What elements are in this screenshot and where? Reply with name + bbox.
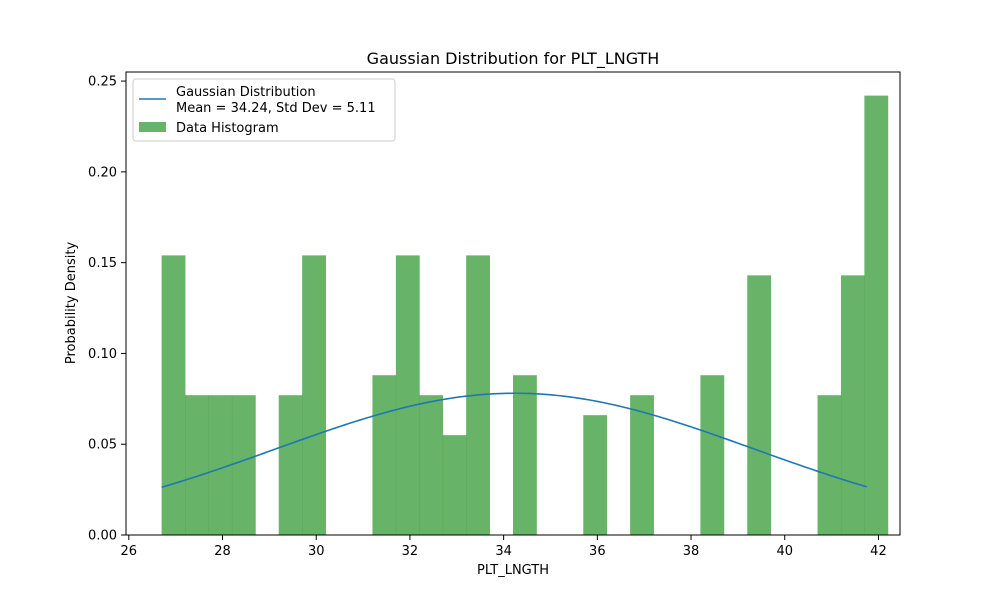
histogram-bar	[208, 395, 233, 535]
y-tick-label: 0.20	[88, 165, 117, 180]
x-tick-label: 26	[121, 544, 138, 559]
histogram-bar	[395, 255, 420, 535]
histogram-bar	[840, 275, 865, 535]
x-tick-label: 42	[870, 544, 887, 559]
histogram-bar	[302, 255, 326, 535]
y-tick-label: 0.05	[88, 438, 117, 453]
gaussian-curve-line	[161, 392, 867, 489]
x-tick-label: 34	[495, 544, 512, 559]
x-tick-label: 32	[402, 544, 419, 559]
x-tick-label: 38	[683, 544, 700, 559]
y-tick-label: 0.10	[88, 347, 117, 362]
legend-box	[132, 78, 396, 142]
gaussian-line-layer	[161, 392, 867, 489]
histogram-bar	[583, 415, 608, 535]
x-tick-label: 28	[214, 544, 231, 559]
histogram-bar	[747, 275, 772, 535]
histogram-bar	[161, 255, 186, 535]
chart-title: Gaussian Distribution for PLT_LNGTH	[367, 49, 660, 69]
histogram-bar	[419, 395, 444, 535]
histogram-bar	[278, 395, 303, 535]
x-tick-label: 40	[776, 544, 793, 559]
histogram-bar	[231, 395, 256, 535]
legend: Gaussian Distribution Mean = 34.24, Std …	[132, 78, 396, 142]
y-tick-label: 0.15	[88, 256, 117, 271]
histogram-bar	[442, 435, 467, 535]
legend-gaussian-label-line2: Mean = 34.24, Std Dev = 5.11	[176, 101, 376, 116]
histogram-bar	[513, 375, 537, 535]
histogram-bar	[700, 375, 725, 535]
histogram-bar	[817, 395, 842, 535]
legend-histogram-label: Data Histogram	[176, 121, 279, 136]
x-tick-label: 36	[589, 544, 606, 559]
histogram-bar	[864, 95, 889, 535]
y-axis-ticks: 0.00 0.05 0.10 0.15 0.20 0.25	[88, 75, 126, 544]
y-tick-label: 0.00	[88, 529, 117, 544]
y-axis-label: Probability Density	[64, 242, 79, 365]
legend-gaussian-label-line1: Gaussian Distribution	[176, 85, 316, 100]
x-axis-label: PLT_LNGTH	[477, 563, 549, 578]
y-tick-label: 0.25	[88, 75, 117, 90]
histogram-bar	[372, 375, 397, 535]
histogram-bar	[630, 395, 654, 535]
x-axis-ticks: 26 28 30 32 34 36 38 40 42	[121, 535, 887, 559]
legend-histogram-swatch	[139, 122, 166, 132]
plot-frame	[125, 71, 901, 536]
x-tick-label: 30	[308, 544, 325, 559]
histogram-bar	[185, 395, 209, 535]
